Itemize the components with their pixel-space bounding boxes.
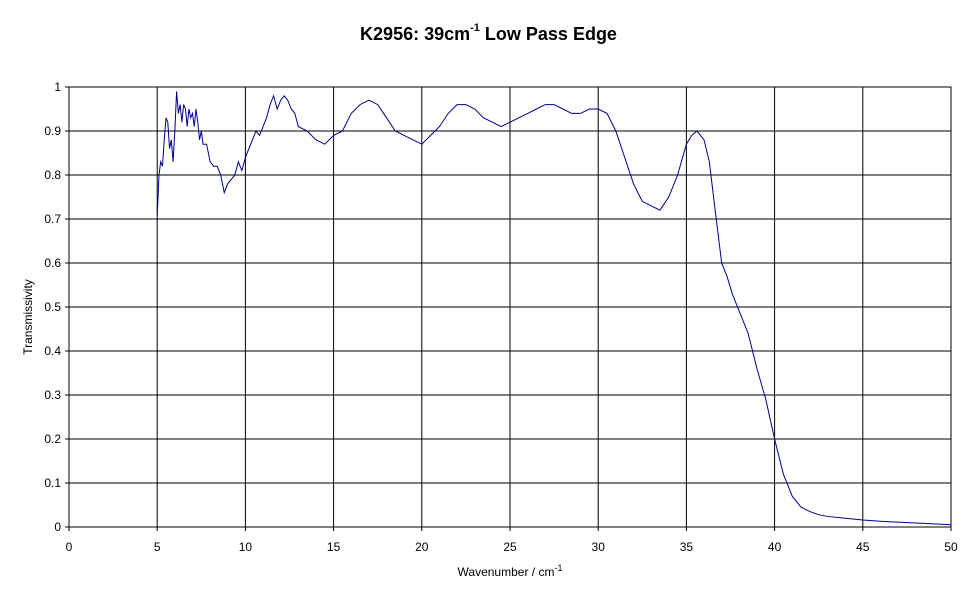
x-tick-label: 40 <box>768 540 782 554</box>
chart-title: K2956: 39cm-1 Low Pass Edge <box>0 22 977 45</box>
y-tick-label: 0.8 <box>44 168 61 182</box>
y-tick-label: 0.7 <box>44 212 61 226</box>
chart-title-superscript: -1 <box>470 22 480 34</box>
y-tick-label: 1 <box>54 80 61 94</box>
y-tick-label: 0.1 <box>44 476 61 490</box>
x-tick-label: 20 <box>415 540 429 554</box>
x-tick-label: 50 <box>944 540 958 554</box>
y-axis-label: Transmissivity <box>21 279 35 355</box>
x-tick-label: 30 <box>592 540 606 554</box>
x-tick-label: 45 <box>856 540 870 554</box>
y-tick-label: 0.9 <box>44 124 61 138</box>
x-axis-ticks: 0 5 10 15 20 25 30 35 40 45 50 <box>66 527 958 554</box>
y-axis-ticks: 0 0.1 0.2 0.3 0.4 0.5 0.6 0.7 0.8 0.9 1 <box>44 80 69 534</box>
x-tick-label: 0 <box>66 540 73 554</box>
y-tick-label: 0.4 <box>44 344 61 358</box>
x-tick-label: 35 <box>680 540 694 554</box>
x-axis-label-text: Wavenumber / cm <box>458 565 555 579</box>
chart-title-suffix: Low Pass Edge <box>479 24 617 44</box>
y-tick-label: 0.6 <box>44 256 61 270</box>
y-tick-label: 0.5 <box>44 300 61 314</box>
x-tick-label: 25 <box>503 540 517 554</box>
x-tick-label: 10 <box>239 540 253 554</box>
x-axis-label: Wavenumber / cm-1 <box>458 563 563 579</box>
gridlines <box>69 86 952 527</box>
x-tick-label: 15 <box>327 540 341 554</box>
x-tick-label: 5 <box>154 540 161 554</box>
y-tick-label: 0.3 <box>44 388 61 402</box>
y-tick-label: 0 <box>54 520 61 534</box>
x-axis-label-superscript: -1 <box>554 563 562 573</box>
transmissivity-line <box>156 91 952 526</box>
y-tick-label: 0.2 <box>44 432 61 446</box>
chart-title-text: K2956: 39cm <box>360 24 471 44</box>
